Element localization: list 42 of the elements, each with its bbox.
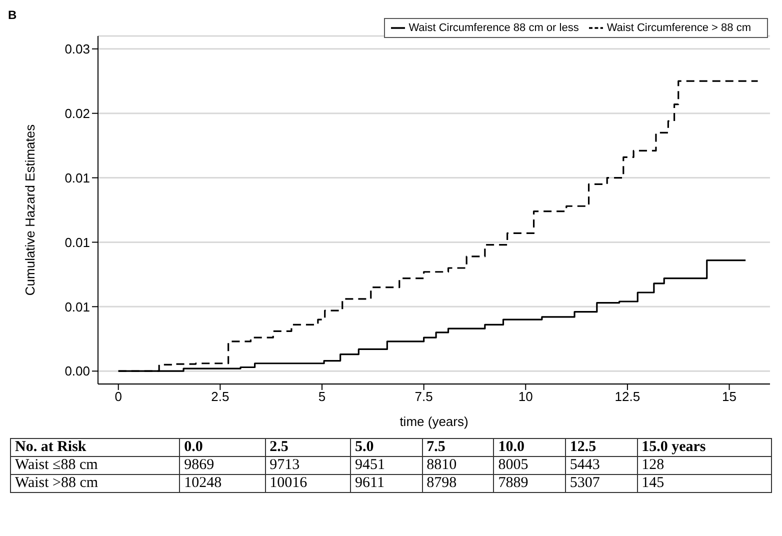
x-tick-label: 10 bbox=[518, 389, 533, 404]
y-axis-title: Cumulative Hazard Estimates bbox=[22, 124, 38, 296]
text: Waist >88 cm bbox=[10, 474, 180, 492]
text: 9869 bbox=[180, 456, 266, 474]
text: 5307 bbox=[565, 474, 638, 492]
text: 10248 bbox=[180, 474, 266, 492]
text: 145 bbox=[637, 474, 772, 492]
text: 10.0 bbox=[494, 438, 566, 456]
y-tick-label: 0.00 bbox=[64, 364, 90, 379]
text: 128 bbox=[637, 456, 772, 474]
y-tick-label: 0.02 bbox=[64, 106, 90, 121]
text: 9713 bbox=[265, 456, 350, 474]
x-tick-label: 15 bbox=[722, 389, 737, 404]
x-tick-label: 0 bbox=[114, 389, 122, 404]
text: 7889 bbox=[494, 474, 566, 492]
text: 7.5 bbox=[422, 438, 494, 456]
text: Waist ≤88 cm bbox=[10, 456, 180, 474]
text: 12.5 bbox=[565, 438, 638, 456]
text: 8005 bbox=[494, 456, 566, 474]
x-axis-title: time (years) bbox=[400, 414, 468, 429]
text: 8810 bbox=[422, 456, 494, 474]
legend-label: Waist Circumference > 88 cm bbox=[606, 22, 751, 34]
text: 5443 bbox=[565, 456, 638, 474]
text: 9451 bbox=[350, 456, 422, 474]
x-tick-label: 5 bbox=[318, 389, 326, 404]
text: 15.0 years bbox=[637, 438, 772, 456]
text: 0.0 bbox=[180, 438, 266, 456]
text: 2.5 bbox=[265, 438, 350, 456]
text: No. at Risk bbox=[10, 438, 180, 456]
y-tick-label: 0.01 bbox=[64, 170, 90, 186]
legend-label: Waist Circumference 88 cm or less bbox=[408, 22, 579, 34]
text: 5.0 bbox=[350, 438, 422, 456]
chart-title: B bbox=[8, 8, 17, 22]
y-tick-label: 0.03 bbox=[64, 42, 90, 57]
x-tick-label: 2.5 bbox=[211, 389, 230, 404]
text: 9611 bbox=[350, 474, 422, 492]
y-tick-label: 0.01 bbox=[64, 234, 90, 250]
y-tick-label: 0.01 bbox=[64, 299, 90, 314]
x-tick-label: 7.5 bbox=[414, 389, 433, 404]
text: 10016 bbox=[265, 474, 350, 492]
x-tick-label: 12.5 bbox=[614, 389, 640, 404]
text: 8798 bbox=[422, 474, 494, 492]
